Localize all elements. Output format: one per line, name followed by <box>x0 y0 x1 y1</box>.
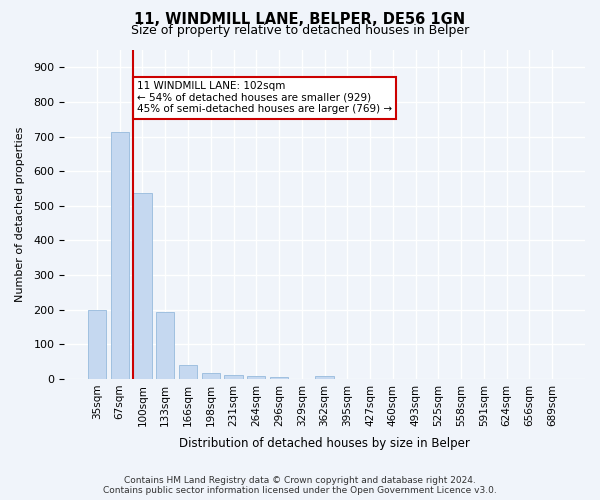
Bar <box>224 374 242 379</box>
Bar <box>156 312 175 379</box>
Text: 11 WINDMILL LANE: 102sqm
← 54% of detached houses are smaller (929)
45% of semi-: 11 WINDMILL LANE: 102sqm ← 54% of detach… <box>137 81 392 114</box>
Text: Size of property relative to detached houses in Belper: Size of property relative to detached ho… <box>131 24 469 37</box>
Bar <box>179 365 197 379</box>
Bar <box>110 132 129 379</box>
Bar <box>247 376 265 379</box>
Text: 11, WINDMILL LANE, BELPER, DE56 1GN: 11, WINDMILL LANE, BELPER, DE56 1GN <box>134 12 466 28</box>
X-axis label: Distribution of detached houses by size in Belper: Distribution of detached houses by size … <box>179 437 470 450</box>
Bar <box>316 376 334 379</box>
Bar <box>270 377 288 379</box>
Y-axis label: Number of detached properties: Number of detached properties <box>15 127 25 302</box>
Bar <box>202 373 220 379</box>
Bar <box>133 193 152 379</box>
Text: Contains HM Land Registry data © Crown copyright and database right 2024.
Contai: Contains HM Land Registry data © Crown c… <box>103 476 497 495</box>
Bar <box>88 310 106 379</box>
